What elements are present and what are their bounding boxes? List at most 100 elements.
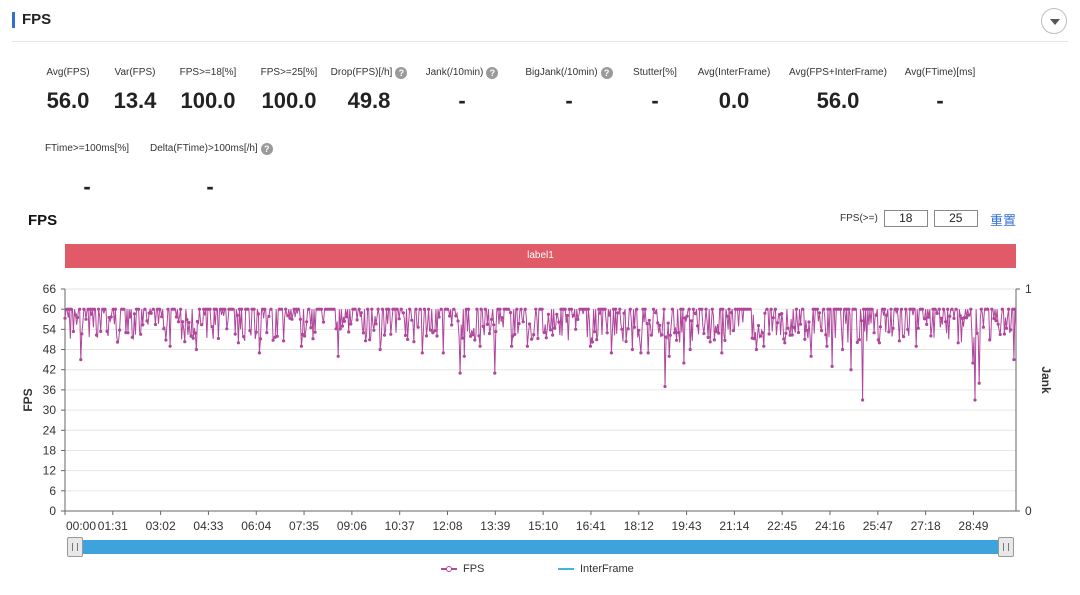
fps-point — [1000, 307, 1004, 311]
fps-point — [689, 319, 693, 323]
help-icon[interactable]: ? — [395, 66, 408, 79]
fps-point — [656, 321, 660, 325]
fps-point — [988, 338, 992, 342]
fps-point — [883, 307, 887, 311]
fps-point — [483, 307, 487, 311]
metric-label: Drop(FPS)[/h]? — [331, 66, 408, 79]
fps-point — [941, 307, 946, 311]
fps-point — [990, 307, 994, 311]
fps-point — [630, 347, 635, 352]
fps-point — [675, 338, 679, 342]
metric-label: Avg(FPS) — [46, 67, 90, 78]
y-tick-label: 24 — [43, 423, 57, 437]
fps-point — [267, 314, 271, 318]
x-tick-label: 10:37 — [385, 519, 415, 533]
fps-point — [475, 307, 479, 311]
metric-label: Jank(/10min)? — [426, 66, 499, 79]
fps-point — [370, 307, 374, 311]
fps-point — [620, 327, 624, 331]
fps-point — [105, 329, 109, 333]
fps-point — [181, 320, 185, 324]
fps-point — [460, 336, 464, 340]
fps-point — [479, 307, 483, 311]
fps-threshold-input-1[interactable] — [883, 209, 928, 227]
legend-fps-swatch — [441, 566, 457, 572]
panel-header: FPS — [12, 8, 1068, 42]
fps-point — [820, 329, 824, 333]
metric-2: FPS>=18[%] 100.0 — [148, 62, 268, 114]
fps-point — [822, 307, 826, 311]
fps-point — [807, 320, 811, 324]
fps-point — [939, 316, 944, 320]
fps-threshold-input-2[interactable] — [933, 209, 978, 227]
fps-point — [349, 322, 353, 326]
fps-point — [996, 322, 1000, 326]
fps-point — [478, 344, 482, 348]
fps-point — [481, 324, 485, 328]
metric-9: Avg(FPS+InterFrame) 56.0 — [778, 62, 898, 114]
fps-point — [838, 307, 843, 311]
fps-point — [651, 307, 656, 311]
fps-point — [510, 344, 514, 348]
help-icon[interactable]: ? — [486, 66, 499, 79]
slider-handle-right[interactable] — [998, 537, 1014, 557]
fps-point — [435, 334, 439, 338]
x-tick-label: 13:39 — [480, 519, 510, 533]
fps-point — [965, 316, 969, 320]
fps-point — [366, 307, 370, 311]
fps-point — [235, 313, 239, 317]
fps-point — [492, 323, 496, 327]
fps-point — [815, 307, 820, 311]
legend-interframe[interactable]: InterFrame — [558, 563, 634, 575]
fps-point — [685, 314, 689, 318]
fps-point — [950, 307, 954, 311]
legend-interframe-label: InterFrame — [580, 563, 634, 575]
fps-point — [646, 351, 650, 355]
fps-point — [792, 325, 796, 329]
x-tick-label: 09:06 — [337, 519, 367, 533]
fps-point — [431, 331, 435, 335]
slider-handle-left[interactable] — [67, 537, 83, 557]
time-range-slider[interactable] — [68, 540, 1014, 554]
fps-point — [857, 338, 862, 342]
fps-point — [799, 322, 803, 326]
collapse-button[interactable] — [1041, 8, 1067, 34]
fps-point — [284, 307, 288, 311]
fps-point — [790, 333, 794, 337]
fps-point — [576, 317, 580, 321]
label-band[interactable]: label1 — [65, 244, 1016, 268]
fps-point — [490, 317, 494, 321]
fps-point — [565, 313, 569, 318]
fps-point — [765, 307, 769, 311]
chart-axes: 0 6 12 18 24 30 36 42 48 54 60 66 0 1 00:00 01:31 03:02 0… — [21, 282, 1053, 533]
fps-point — [986, 307, 990, 311]
fps-point — [143, 307, 147, 311]
y-tick-label: 30 — [43, 403, 57, 417]
fps-point — [782, 337, 786, 341]
fps-point — [128, 315, 132, 319]
fps-point — [658, 323, 662, 327]
fps-point — [912, 307, 916, 311]
fps-point — [166, 307, 170, 311]
fps-point — [616, 311, 620, 315]
fps-point — [574, 327, 578, 331]
y-tick-label: 6 — [49, 484, 56, 498]
help-icon[interactable]: ? — [600, 66, 613, 79]
y-tick-label: 66 — [43, 282, 57, 296]
fps-point — [632, 325, 637, 329]
fps-point — [891, 326, 895, 330]
metric-label: Stutter[%] — [633, 67, 677, 78]
fps-point — [498, 307, 502, 311]
fps-point — [265, 331, 269, 335]
fps-point — [187, 320, 191, 325]
x-tick-label: 24:16 — [815, 519, 845, 533]
reset-link[interactable]: 重置 — [990, 213, 1017, 228]
fps-point — [445, 307, 450, 311]
fps-point — [1004, 326, 1009, 330]
legend-fps[interactable]: FPS — [441, 563, 484, 575]
fps-point — [572, 313, 576, 317]
help-icon[interactable]: ? — [260, 142, 273, 155]
metric-value: 100.0 — [261, 88, 317, 113]
fps-point — [872, 331, 876, 335]
metric-11: FTime>=100ms[%] - — [27, 138, 147, 200]
